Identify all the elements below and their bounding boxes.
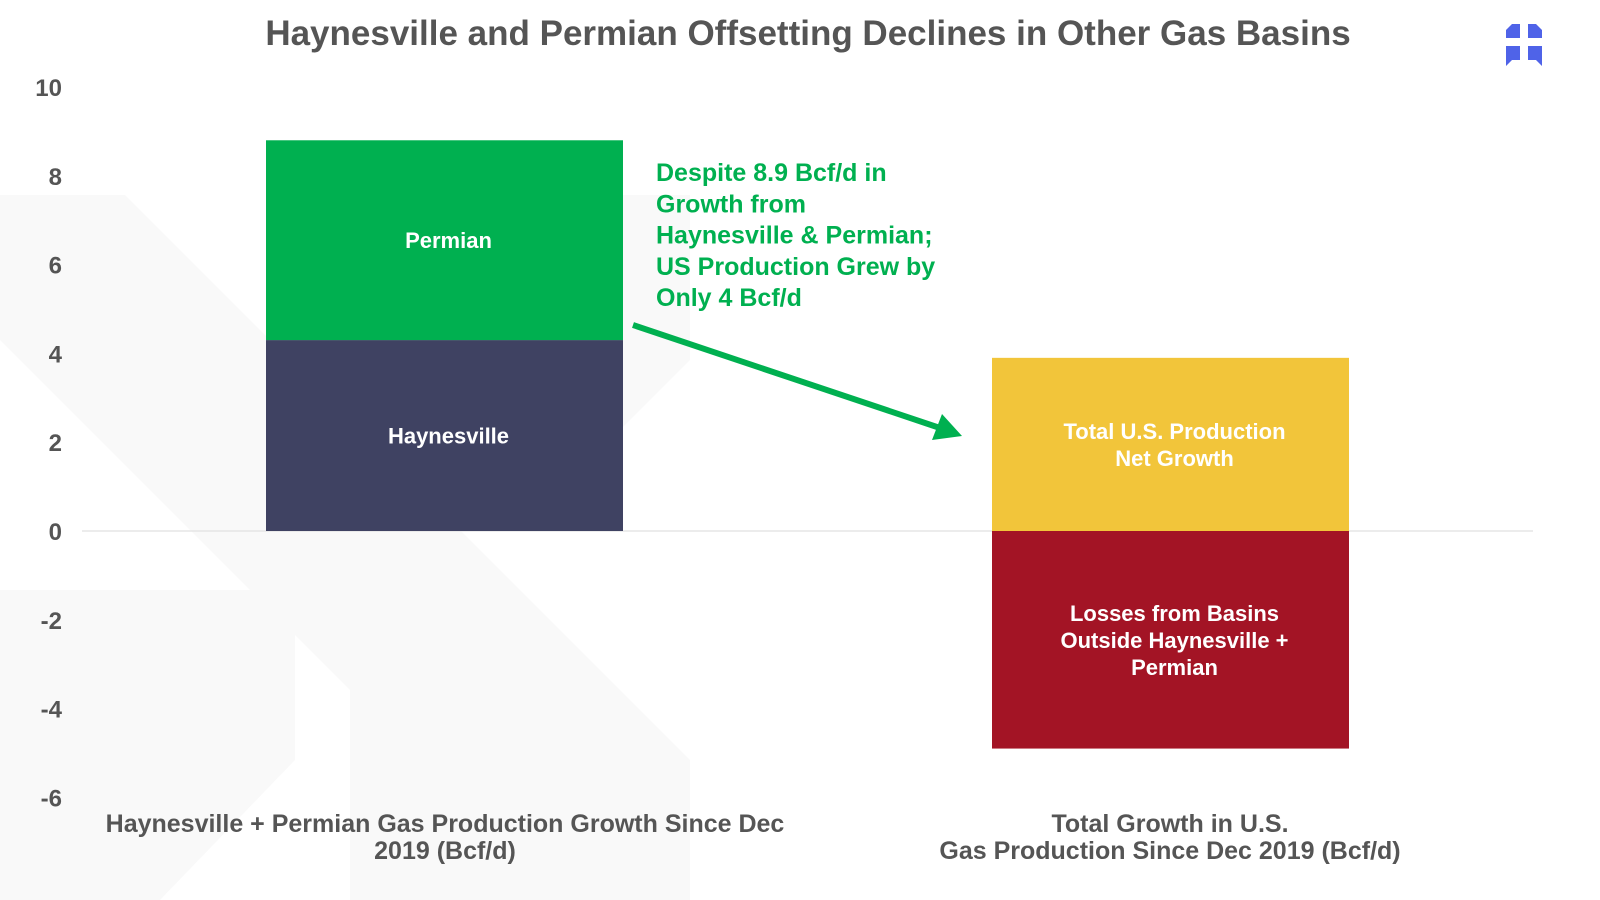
category-label: Total Growth in U.S. [1051,810,1288,838]
logo-icon [1506,24,1542,66]
bar-segment [266,340,623,531]
bar-segment [266,140,623,341]
segment-label: Losses from Basins [1070,601,1279,626]
category-label: 2019 (Bcf/d) [374,837,516,865]
arrow-head-icon [932,414,962,440]
bar-segment [992,531,1349,749]
segment-label: Outside Haynesville + [1060,628,1288,653]
annotation-text: Haynesville & Permian; [656,222,933,250]
y-tick-label: 0 [49,519,62,546]
y-tick-label: 2 [49,430,62,457]
y-tick-label: -6 [41,785,62,812]
y-axis: 10 8 6 4 2 0 -2 -4 -6 [35,75,62,812]
y-tick-label: -2 [41,608,62,635]
y-tick-label: 10 [35,75,62,102]
segment-label: Total U.S. Production [1063,419,1285,444]
bar-segment [992,357,1349,531]
annotation-text: Growth from [656,190,806,218]
category-label: Gas Production Since Dec 2019 (Bcf/d) [939,837,1400,865]
annotation-text: Despite 8.9 Bcf/d in [656,159,887,187]
annotation-text: US Production Grew by [656,253,935,281]
y-tick-label: 6 [49,253,62,280]
x-axis-categories: Haynesville + Permian Gas Production Gro… [106,810,1401,865]
annotation: Despite 8.9 Bcf/d in Growth from Haynesvil… [632,159,962,440]
segment-label: Net Growth [1115,446,1234,471]
segment-label: Haynesville [388,424,509,449]
chart-title: Haynesville and Permian Offsetting Decli… [265,14,1350,53]
y-tick-label: 4 [49,341,63,368]
category-label: Haynesville + Permian Gas Production Gro… [106,810,785,838]
segment-label: Permian [1131,655,1218,680]
y-tick-label: 8 [49,164,62,191]
bars: Haynesville Permian Total U.S. ProductionN… [266,140,1349,749]
y-tick-label: -4 [41,697,63,724]
arrow-line [632,322,941,431]
segment-label: Permian [405,228,492,253]
annotation-text: Only 4 Bcf/d [656,284,802,312]
